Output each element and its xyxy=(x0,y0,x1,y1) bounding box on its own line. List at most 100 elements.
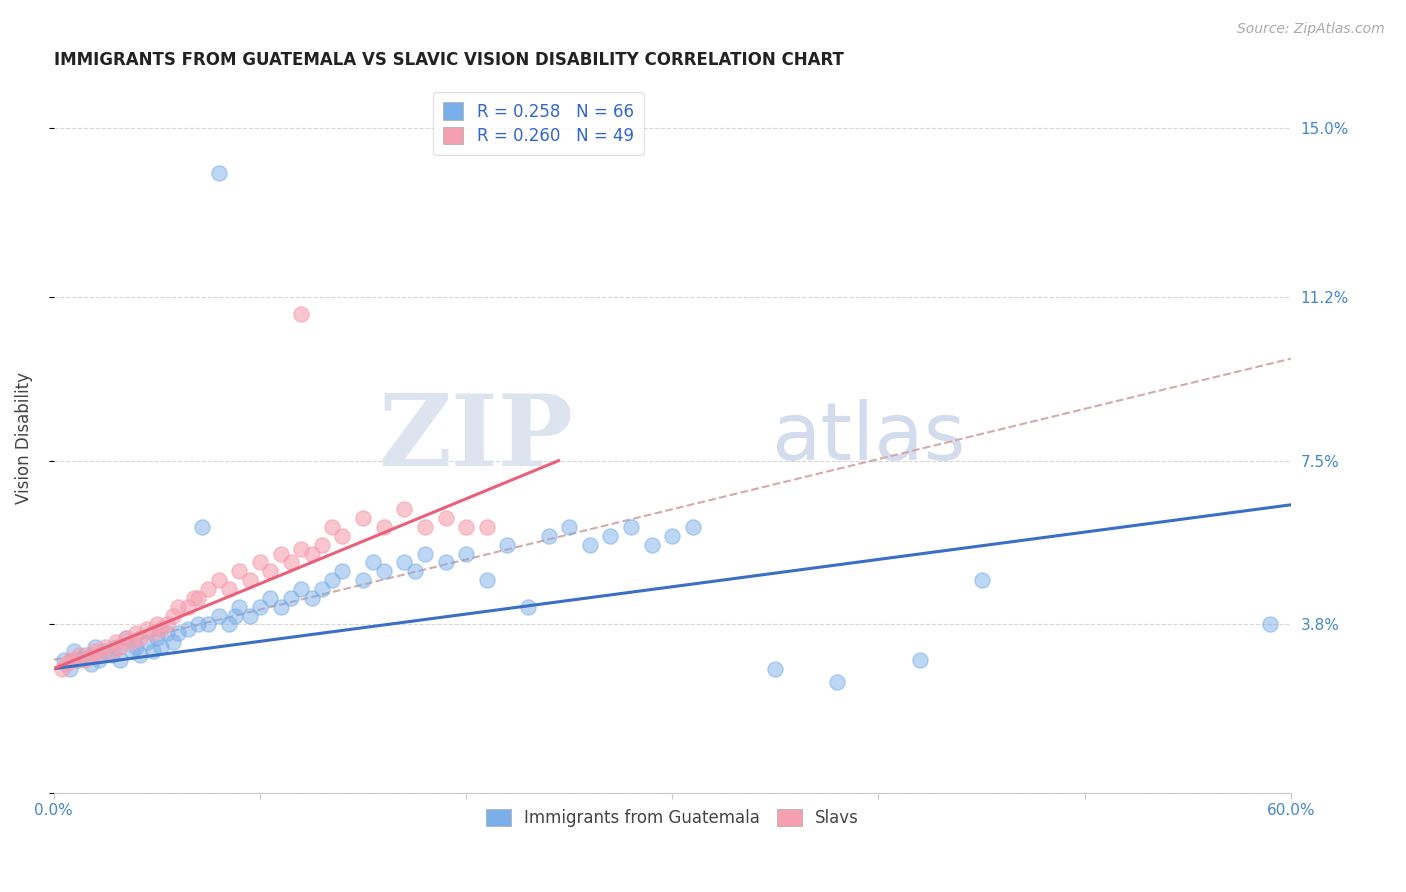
Point xyxy=(104,635,127,649)
Point xyxy=(135,635,157,649)
Point xyxy=(620,520,643,534)
Point xyxy=(321,520,343,534)
Point xyxy=(270,547,292,561)
Point xyxy=(640,538,662,552)
Point xyxy=(218,582,240,596)
Point xyxy=(187,591,209,605)
Point xyxy=(763,662,786,676)
Point xyxy=(150,622,173,636)
Point xyxy=(825,675,848,690)
Point xyxy=(183,591,205,605)
Point xyxy=(166,599,188,614)
Point xyxy=(280,555,302,569)
Point xyxy=(125,640,148,654)
Point xyxy=(115,631,138,645)
Point xyxy=(352,511,374,525)
Point xyxy=(197,582,219,596)
Point xyxy=(259,591,281,605)
Point xyxy=(84,644,107,658)
Point xyxy=(135,622,157,636)
Point xyxy=(456,520,478,534)
Point xyxy=(249,599,271,614)
Point xyxy=(156,617,179,632)
Point xyxy=(84,640,107,654)
Point xyxy=(67,653,90,667)
Point xyxy=(108,640,131,654)
Text: ZIP: ZIP xyxy=(378,390,574,487)
Point xyxy=(363,555,385,569)
Point xyxy=(100,644,122,658)
Point xyxy=(970,573,993,587)
Point xyxy=(208,573,231,587)
Point xyxy=(311,538,333,552)
Point xyxy=(373,564,395,578)
Point xyxy=(121,635,143,649)
Point xyxy=(162,635,184,649)
Point xyxy=(537,529,560,543)
Point xyxy=(177,622,200,636)
Point xyxy=(239,573,262,587)
Point xyxy=(290,582,312,596)
Point xyxy=(496,538,519,552)
Point xyxy=(94,640,117,654)
Point xyxy=(228,599,250,614)
Point xyxy=(413,520,436,534)
Point xyxy=(59,662,82,676)
Point xyxy=(89,653,111,667)
Point xyxy=(475,520,498,534)
Point xyxy=(104,640,127,654)
Point xyxy=(290,542,312,557)
Point xyxy=(73,648,96,663)
Point xyxy=(558,520,581,534)
Point xyxy=(197,617,219,632)
Point xyxy=(259,564,281,578)
Point xyxy=(517,599,540,614)
Point xyxy=(150,640,173,654)
Point xyxy=(321,573,343,587)
Point xyxy=(413,547,436,561)
Point xyxy=(404,564,426,578)
Point xyxy=(94,644,117,658)
Point xyxy=(224,608,246,623)
Point xyxy=(156,626,179,640)
Point xyxy=(249,555,271,569)
Point xyxy=(162,608,184,623)
Point xyxy=(73,653,96,667)
Point xyxy=(332,564,354,578)
Point xyxy=(129,631,152,645)
Point xyxy=(142,644,165,658)
Text: IMMIGRANTS FROM GUATEMALA VS SLAVIC VISION DISABILITY CORRELATION CHART: IMMIGRANTS FROM GUATEMALA VS SLAVIC VISI… xyxy=(53,51,844,69)
Text: Source: ZipAtlas.com: Source: ZipAtlas.com xyxy=(1237,22,1385,37)
Point xyxy=(239,608,262,623)
Point xyxy=(332,529,354,543)
Point xyxy=(146,617,169,632)
Point xyxy=(434,511,457,525)
Point xyxy=(373,520,395,534)
Point xyxy=(177,599,200,614)
Point xyxy=(191,520,214,534)
Point xyxy=(661,529,683,543)
Point xyxy=(187,617,209,632)
Point xyxy=(394,502,416,516)
Point xyxy=(311,582,333,596)
Point xyxy=(208,166,231,180)
Point xyxy=(63,644,86,658)
Point xyxy=(290,307,312,321)
Point xyxy=(456,547,478,561)
Point xyxy=(100,648,122,663)
Point xyxy=(125,626,148,640)
Point xyxy=(80,657,103,672)
Point xyxy=(80,648,103,663)
Point xyxy=(394,555,416,569)
Point xyxy=(59,653,82,667)
Point xyxy=(51,662,73,676)
Point xyxy=(228,564,250,578)
Point xyxy=(146,631,169,645)
Point xyxy=(142,626,165,640)
Point xyxy=(129,648,152,663)
Point xyxy=(579,538,602,552)
Point xyxy=(121,644,143,658)
Point xyxy=(280,591,302,605)
Point xyxy=(218,617,240,632)
Point xyxy=(53,653,76,667)
